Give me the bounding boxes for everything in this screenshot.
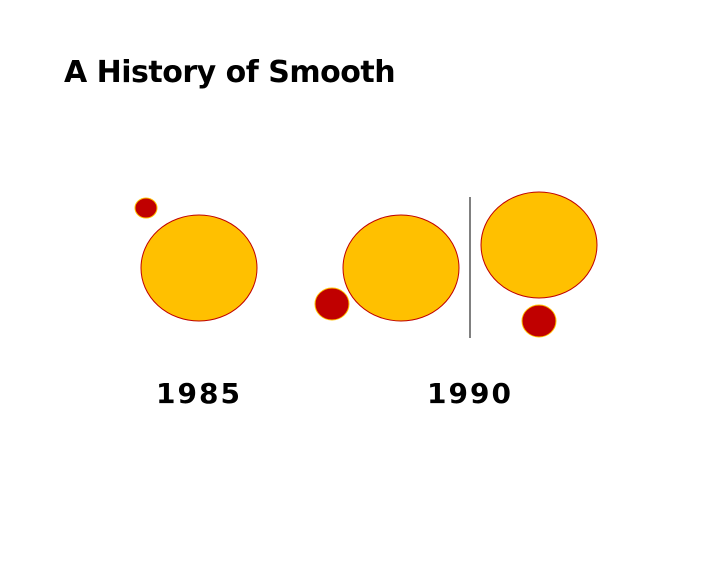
small-circle	[521, 304, 557, 338]
year-label: 1990	[427, 377, 513, 410]
slide-title: A History of Smooth	[64, 55, 395, 90]
small-circle	[134, 197, 158, 219]
small-circle	[314, 287, 350, 321]
large-circle	[480, 191, 598, 299]
large-circle	[140, 214, 258, 322]
large-circle	[342, 214, 460, 322]
year-label: 1985	[156, 377, 242, 410]
